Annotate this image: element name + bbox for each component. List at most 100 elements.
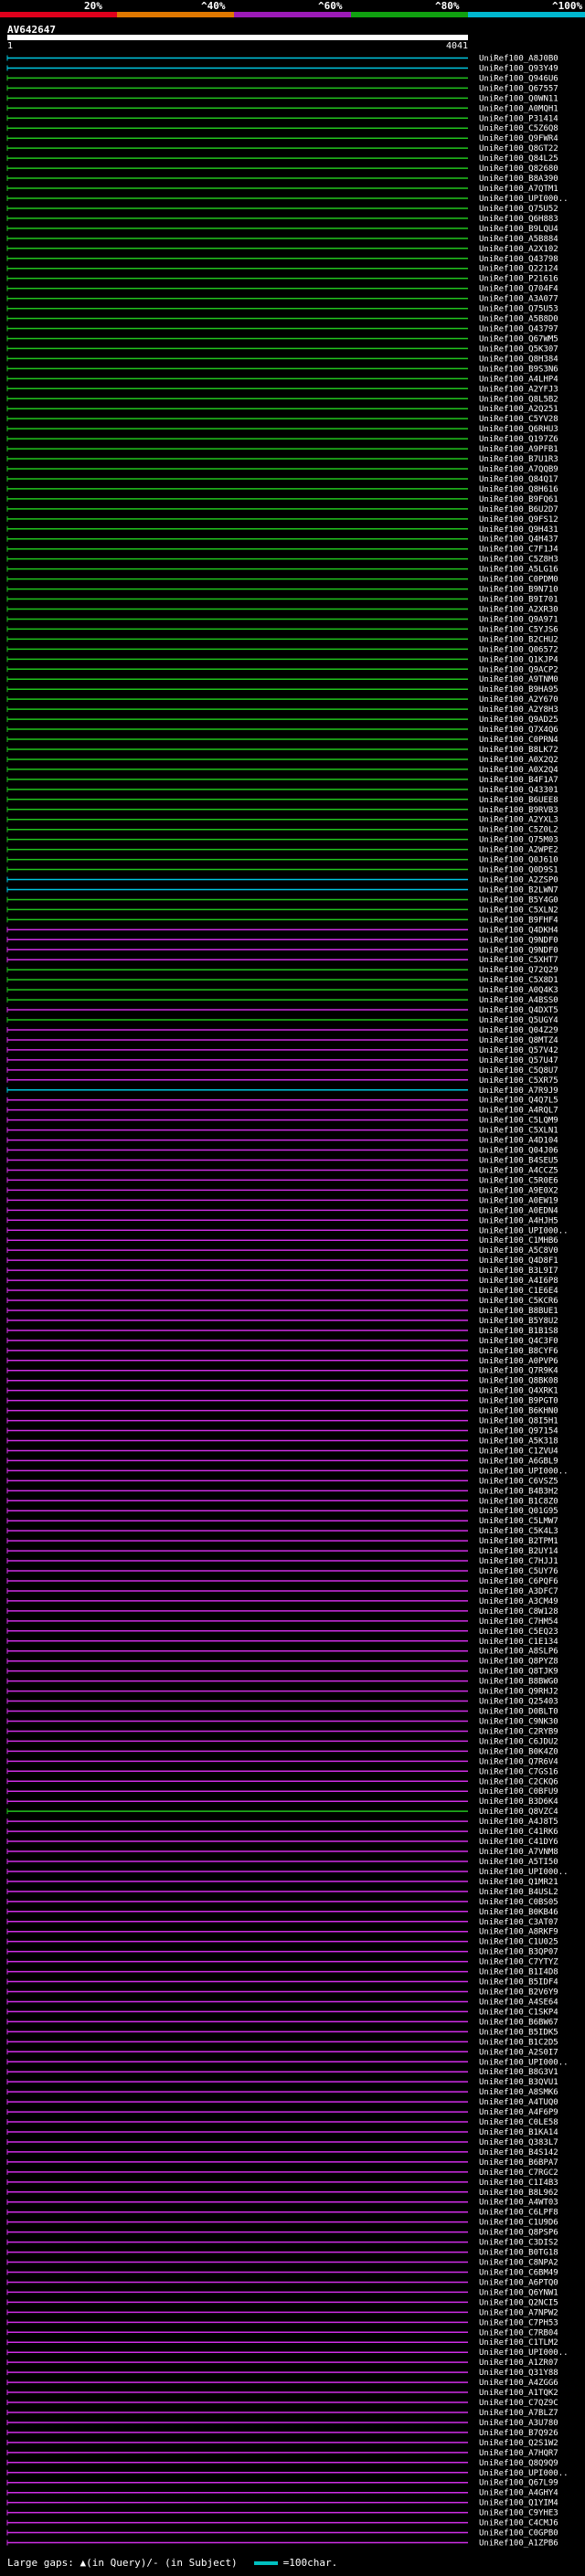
alignment-row[interactable]: UniRef100_Q6H883 — [6, 215, 558, 224]
alignment-row[interactable]: UniRef100_Q82680 — [6, 164, 558, 174]
alignment-row[interactable]: UniRef100_C5XLN1 — [6, 1127, 558, 1136]
alignment-row[interactable]: UniRef100_B9HA95 — [6, 685, 558, 694]
alignment-row[interactable]: UniRef100_Q75M03 — [6, 836, 558, 845]
alignment-row[interactable]: UniRef100_A4SE64 — [6, 1998, 558, 2007]
alignment-row[interactable]: UniRef100_A4LHP4 — [6, 375, 558, 384]
alignment-row[interactable]: UniRef100_C5EQ23 — [6, 1627, 558, 1637]
alignment-row[interactable]: UniRef100_A1ZR07 — [6, 2359, 558, 2368]
alignment-row[interactable]: UniRef100_B4B3H2 — [6, 1487, 558, 1496]
alignment-row[interactable]: UniRef100_B9N710 — [6, 586, 558, 595]
alignment-row[interactable]: UniRef100_C0LE58 — [6, 2118, 558, 2127]
alignment-row[interactable]: UniRef100_Q946U6 — [6, 74, 558, 83]
alignment-row[interactable]: UniRef100_B8CYF6 — [6, 1347, 558, 1356]
alignment-row[interactable]: UniRef100_A4J8T5 — [6, 1818, 558, 1827]
alignment-row[interactable]: UniRef100_C7YTYZ — [6, 1958, 558, 1967]
alignment-row[interactable]: UniRef100_Q43798 — [6, 255, 558, 264]
alignment-row[interactable]: UniRef100_A8SLP6 — [6, 1648, 558, 1657]
alignment-row[interactable]: UniRef100_B1C2D5 — [6, 2038, 558, 2047]
alignment-row[interactable]: UniRef100_A2Q251 — [6, 405, 558, 414]
alignment-row[interactable]: UniRef100_A4D104 — [6, 1137, 558, 1146]
alignment-row[interactable]: UniRef100_A8J0B0 — [6, 54, 558, 63]
alignment-row[interactable]: UniRef100_C7PH53 — [6, 2318, 558, 2327]
alignment-row[interactable]: UniRef100_UPI000.. — [6, 1467, 569, 1476]
alignment-row[interactable]: UniRef100_B6KHN0 — [6, 1407, 558, 1416]
alignment-row[interactable]: UniRef100_C1U025 — [6, 1938, 558, 1947]
alignment-row[interactable]: UniRef100_UPI000.. — [6, 1868, 569, 1877]
alignment-row[interactable]: UniRef100_C5XHT7 — [6, 956, 558, 965]
alignment-row[interactable]: UniRef100_Q4Q7L5 — [6, 1097, 558, 1106]
alignment-row[interactable]: UniRef100_A2S0I7 — [6, 2048, 558, 2057]
alignment-row[interactable]: UniRef100_B9FHF4 — [6, 916, 558, 925]
alignment-row[interactable]: UniRef100_C6LPF8 — [6, 2209, 558, 2218]
alignment-row[interactable]: UniRef100_A7HQR7 — [6, 2449, 558, 2458]
alignment-row[interactable]: UniRef100_Q9RHJ2 — [6, 1688, 558, 1697]
alignment-row[interactable]: UniRef100_B2LWN7 — [6, 885, 558, 895]
alignment-row[interactable]: UniRef100_A0EDN4 — [6, 1206, 558, 1215]
alignment-row[interactable]: UniRef100_C1ZVU4 — [6, 1447, 558, 1456]
alignment-row[interactable]: UniRef100_C41DY6 — [6, 1838, 558, 1847]
alignment-row[interactable]: UniRef100_C5X8D1 — [6, 976, 558, 985]
alignment-row[interactable]: UniRef100_Q6YNW1 — [6, 2288, 558, 2297]
alignment-row[interactable]: UniRef100_Q43301 — [6, 786, 558, 795]
alignment-row[interactable]: UniRef100_Q0D9S1 — [6, 866, 558, 875]
alignment-row[interactable]: UniRef100_Q31Y88 — [6, 2369, 558, 2378]
alignment-row[interactable]: UniRef100_A2ZSP0 — [6, 876, 558, 885]
alignment-row[interactable]: UniRef100_B1B1S8 — [6, 1327, 558, 1336]
alignment-row[interactable]: UniRef100_Q4DKH4 — [6, 926, 558, 935]
alignment-row[interactable]: UniRef100_C1TLM2 — [6, 2338, 558, 2348]
alignment-row[interactable]: UniRef100_B4F1A7 — [6, 776, 558, 785]
alignment-row[interactable]: UniRef100_Q8PYZ8 — [6, 1658, 558, 1667]
alignment-row[interactable]: UniRef100_B6U2D7 — [6, 505, 558, 514]
alignment-row[interactable]: UniRef100_Q04Z29 — [6, 1026, 558, 1035]
alignment-row[interactable]: UniRef100_C5R0E6 — [6, 1176, 558, 1185]
alignment-row[interactable]: UniRef100_Q9FWR4 — [6, 134, 558, 143]
alignment-row[interactable]: UniRef100_A4CCZ5 — [6, 1166, 558, 1175]
alignment-row[interactable]: UniRef100_C7QZ9C — [6, 2399, 558, 2408]
alignment-row[interactable]: UniRef100_B5Y8U2 — [6, 1317, 558, 1326]
alignment-row[interactable]: UniRef100_Q8H616 — [6, 485, 558, 494]
alignment-row[interactable]: UniRef100_A2YFJ3 — [6, 385, 558, 394]
alignment-row[interactable]: UniRef100_A7R9J9 — [6, 1087, 558, 1096]
alignment-row[interactable]: UniRef100_Q8PSP6 — [6, 2229, 558, 2238]
alignment-row[interactable]: UniRef100_A1ZPB6 — [6, 2539, 558, 2548]
alignment-row[interactable]: UniRef100_B4USL2 — [6, 1888, 558, 1897]
alignment-row[interactable]: UniRef100_B4S142 — [6, 2148, 558, 2157]
alignment-row[interactable]: UniRef100_Q8GT22 — [6, 144, 558, 154]
alignment-row[interactable]: UniRef100_A4ZGG6 — [6, 2379, 558, 2388]
alignment-row[interactable]: UniRef100_C7F1J4 — [6, 546, 558, 555]
alignment-row[interactable]: UniRef100_A5B8D0 — [6, 315, 558, 324]
alignment-row[interactable]: UniRef100_B7U1R3 — [6, 455, 558, 464]
alignment-row[interactable]: UniRef100_Q25403 — [6, 1698, 558, 1707]
alignment-row[interactable]: UniRef100_A0EW19 — [6, 1196, 558, 1205]
alignment-row[interactable]: UniRef100_C1I4B3 — [6, 2178, 558, 2188]
alignment-row[interactable]: UniRef100_UPI000.. — [6, 195, 569, 204]
alignment-row[interactable]: UniRef100_Q197Z6 — [6, 435, 558, 444]
alignment-row[interactable]: UniRef100_Q67L99 — [6, 2479, 558, 2488]
alignment-row[interactable]: UniRef100_A9PFB1 — [6, 445, 558, 454]
alignment-row[interactable]: UniRef100_B5IDK5 — [6, 2028, 558, 2037]
alignment-row[interactable]: UniRef100_B2V6Y9 — [6, 1988, 558, 1998]
alignment-row[interactable]: UniRef100_Q9A971 — [6, 615, 558, 624]
alignment-row[interactable]: UniRef100_A4HJH5 — [6, 1216, 558, 1225]
alignment-row[interactable]: UniRef100_C6VSZ5 — [6, 1477, 558, 1486]
alignment-row[interactable]: UniRef100_P31414 — [6, 114, 558, 123]
alignment-row[interactable]: UniRef100_C4CMJ6 — [6, 2519, 558, 2528]
alignment-row[interactable]: UniRef100_B6UEE8 — [6, 796, 558, 805]
alignment-row[interactable]: UniRef100_Q22124 — [6, 265, 558, 274]
alignment-row[interactable]: UniRef100_C5Q8U7 — [6, 1066, 558, 1076]
alignment-row[interactable]: UniRef100_C0PRN4 — [6, 736, 558, 745]
alignment-row[interactable]: UniRef100_C6BM49 — [6, 2268, 558, 2277]
alignment-row[interactable]: UniRef100_B5Y4G0 — [6, 896, 558, 905]
alignment-row[interactable]: UniRef100_Q0WN11 — [6, 94, 558, 103]
alignment-row[interactable]: UniRef100_C0PDM0 — [6, 576, 558, 585]
alignment-row[interactable]: UniRef100_B9S3N6 — [6, 365, 558, 374]
alignment-row[interactable]: UniRef100_C1SKP4 — [6, 2008, 558, 2017]
alignment-row[interactable]: UniRef100_B8A390 — [6, 175, 558, 184]
alignment-row[interactable]: UniRef100_Q9NDF0 — [6, 946, 558, 955]
alignment-row[interactable]: UniRef100_Q7R9K4 — [6, 1367, 558, 1376]
alignment-row[interactable]: UniRef100_Q9AD25 — [6, 716, 558, 725]
alignment-row[interactable]: UniRef100_UPI000.. — [6, 1226, 569, 1235]
alignment-row[interactable]: UniRef100_C3AT07 — [6, 1918, 558, 1927]
alignment-row[interactable]: UniRef100_C1E134 — [6, 1638, 558, 1647]
alignment-row[interactable]: UniRef100_C5Z6Q8 — [6, 124, 558, 133]
